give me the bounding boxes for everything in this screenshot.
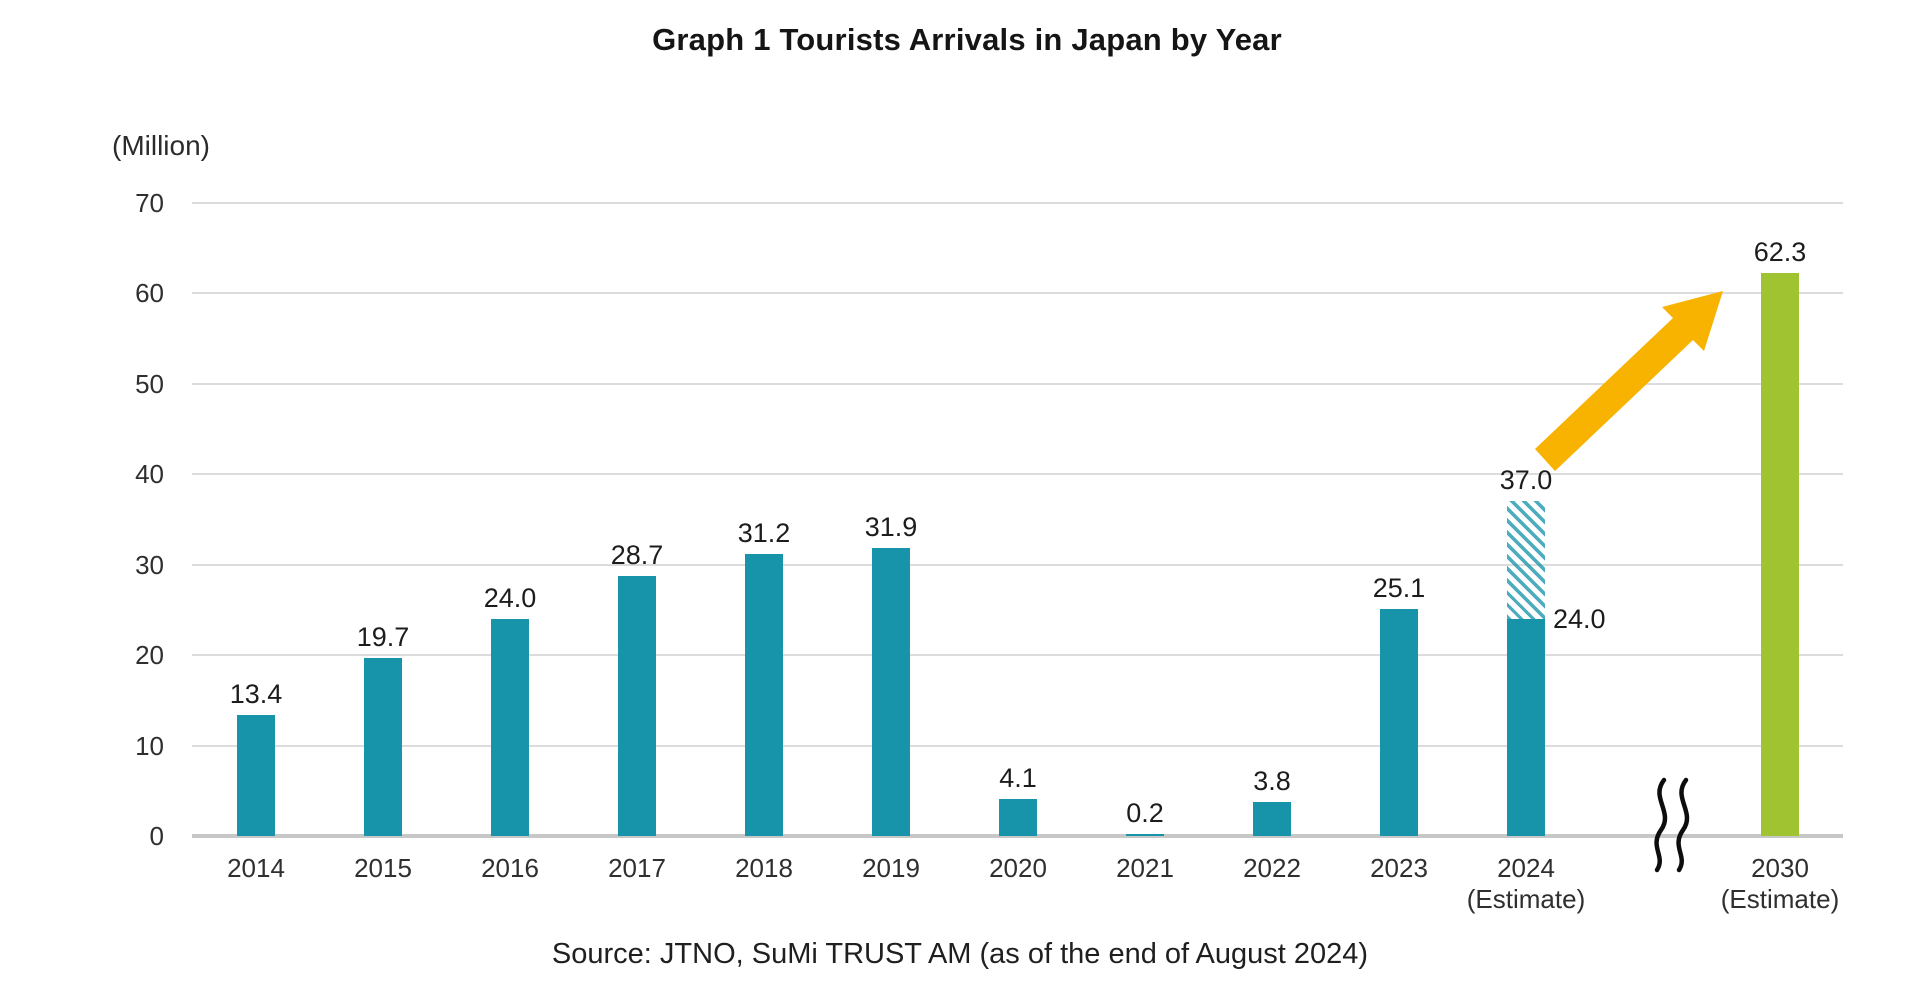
bar-2022: [1253, 802, 1291, 836]
gridline-60: [192, 292, 1843, 294]
bar-value-label-2030: 62.3: [1753, 237, 1807, 267]
gridline-10: [192, 745, 1843, 747]
y-tick-label-50: 50: [135, 369, 164, 399]
bar-value-label-2015: 19.7: [356, 622, 410, 652]
x-tick-label-2024: 2024: [1497, 853, 1555, 883]
y-axis-unit-label: (Million): [112, 130, 210, 161]
bar-2021: [1126, 834, 1164, 836]
bar-value-label-2014: 13.4: [229, 679, 283, 709]
bar-2023: [1380, 609, 1418, 836]
chart-title: Graph 1 Tourists Arrivals in Japan by Ye…: [652, 22, 1282, 57]
bar-value-label-2023: 25.1: [1372, 573, 1426, 603]
x-axis-baseline: [192, 834, 1843, 838]
bar-value-label-2019: 31.9: [864, 512, 918, 542]
x-tick-sublabel-2024: (Estimate): [1466, 884, 1586, 914]
bar-2020: [999, 799, 1037, 836]
y-tick-label-0: 0: [149, 821, 164, 851]
y-tick-label-60: 60: [135, 278, 164, 308]
axis-break-squiggle-icon-2: [1676, 777, 1690, 873]
gridline-70: [192, 202, 1843, 204]
x-tick-label-2022: 2022: [1243, 853, 1301, 883]
y-tick-label-40: 40: [135, 459, 164, 489]
gridline-50: [192, 383, 1843, 385]
bar-value-label-2022: 3.8: [1253, 766, 1291, 796]
bar-value-label-2020: 4.1: [999, 763, 1037, 793]
y-tick-label-20: 20: [135, 640, 164, 670]
x-tick-label-2014: 2014: [227, 853, 285, 883]
y-tick-label-30: 30: [135, 550, 164, 580]
bar-2019: [872, 548, 910, 836]
gridline-20: [192, 654, 1843, 656]
bar-2016: [491, 619, 529, 836]
bar-value-label-2021: 0.2: [1126, 798, 1164, 828]
gridline-30: [192, 564, 1843, 566]
bar-value-label-2024: 24.0: [1553, 604, 1606, 634]
gridline-40: [192, 473, 1843, 475]
x-tick-label-2015: 2015: [354, 853, 412, 883]
x-tick-label-2016: 2016: [481, 853, 539, 883]
bar-2024: [1507, 619, 1545, 836]
y-tick-label-70: 70: [135, 188, 164, 218]
bar-estimate-label-2024: 37.0: [1499, 465, 1553, 495]
axis-break-squiggle-icon-1: [1654, 777, 1668, 873]
x-tick-label-2021: 2021: [1116, 853, 1174, 883]
y-tick-label-10: 10: [135, 731, 164, 761]
x-tick-label-2020: 2020: [989, 853, 1047, 883]
x-tick-label-2030: 2030: [1751, 853, 1809, 883]
bar-value-label-2016: 24.0: [483, 583, 537, 613]
x-tick-label-2017: 2017: [608, 853, 666, 883]
bar-value-label-2018: 31.2: [737, 518, 791, 548]
bar-2015: [364, 658, 402, 836]
x-tick-label-2018: 2018: [735, 853, 793, 883]
source-note: Source: JTNO, SuMi TRUST AM (as of the e…: [551, 938, 1369, 970]
x-tick-label-2019: 2019: [862, 853, 920, 883]
bar-2018: [745, 554, 783, 836]
bar-value-label-2017: 28.7: [610, 540, 664, 570]
x-tick-label-2023: 2023: [1370, 853, 1428, 883]
bar-2014: [237, 715, 275, 836]
bar-2024-estimate-hatched: [1507, 501, 1545, 619]
bar-2017: [618, 576, 656, 836]
x-tick-sublabel-2030: (Estimate): [1720, 884, 1840, 914]
bar-2030: [1761, 273, 1799, 836]
growth-arrow-icon: [1535, 291, 1723, 471]
